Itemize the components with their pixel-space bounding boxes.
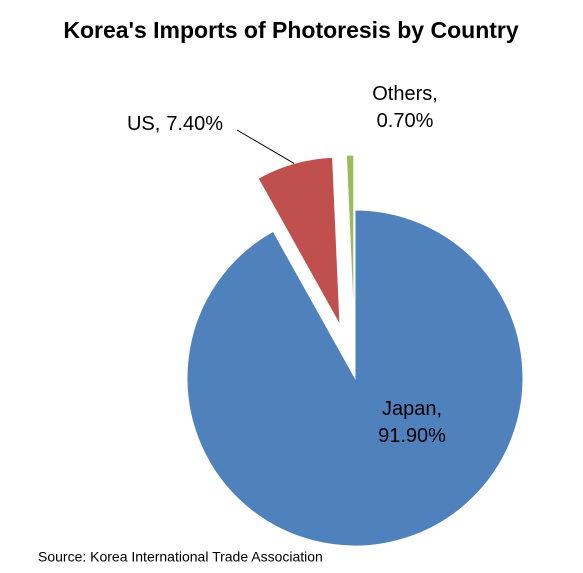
data-label: US, 7.40% (127, 113, 223, 135)
pie-slice (345, 154, 355, 324)
pie-slice (186, 209, 524, 547)
leader-line (236, 129, 295, 164)
pie-slice (257, 156, 341, 326)
data-label: Others, 0.70% (372, 83, 438, 132)
category-label: Japan, (382, 398, 442, 420)
category-label: US, (127, 113, 160, 135)
source-note: Source: Korea International Trade Associ… (38, 549, 323, 565)
value-label: 91.90% (378, 425, 446, 447)
category-label: Others, (372, 83, 438, 105)
data-label: Japan, 91.90% (378, 398, 446, 447)
chart-title: Korea's Imports of Photoresis by Country (63, 17, 519, 43)
value-label: 7.40% (166, 113, 223, 135)
value-label: 0.70% (377, 110, 434, 132)
